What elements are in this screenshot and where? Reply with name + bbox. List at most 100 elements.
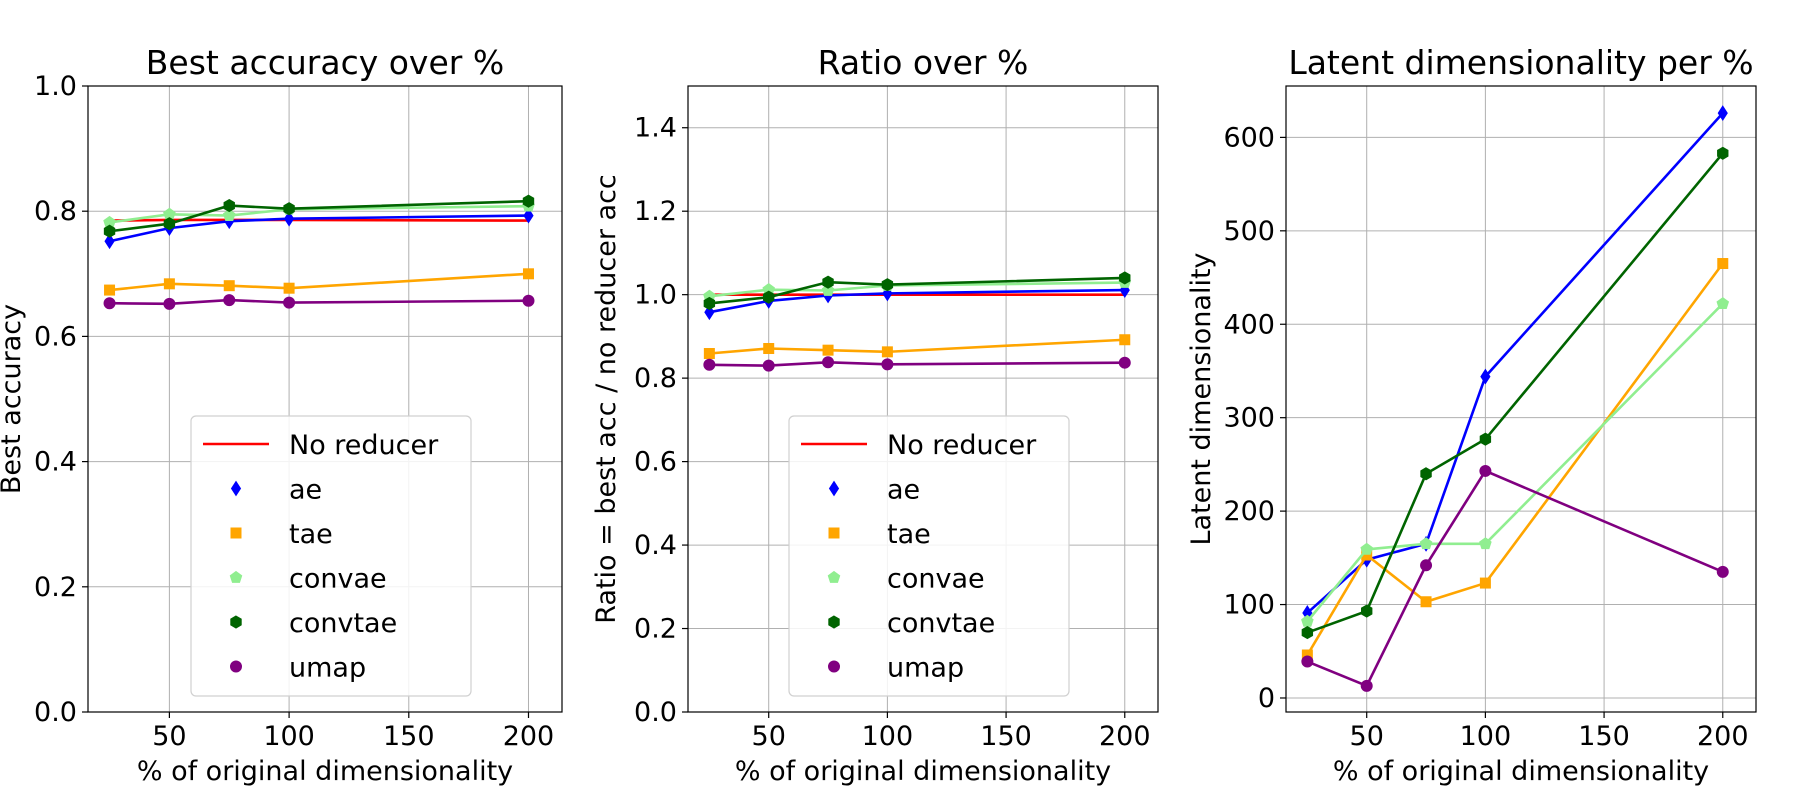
legend-box xyxy=(788,415,1070,697)
legend-label: convae xyxy=(289,564,387,595)
series-line-tae xyxy=(1306,262,1724,656)
legend-item-convae: convae xyxy=(827,564,985,595)
legend-item-tae: tae xyxy=(828,519,931,550)
data-point-tae xyxy=(283,282,295,294)
data-point-umap xyxy=(881,358,894,371)
data-point-tae xyxy=(163,278,175,290)
y-tick-label: 0.4 xyxy=(634,530,677,561)
y-tick-label: 200 xyxy=(1223,496,1275,527)
chart-panel-2: 50 100 150 200 0.0 0.2 0.4 0.6 0.8 1.0 1.2 1.4 Ratio… xyxy=(591,43,1159,787)
data-point-convae xyxy=(1360,542,1373,555)
data-point-ae xyxy=(1717,105,1728,122)
data-point-convtae xyxy=(1420,467,1432,481)
legend-item-convtae: convtae xyxy=(230,608,397,639)
data-point-convae xyxy=(821,283,835,296)
legend-marker-swatch xyxy=(230,615,242,629)
data-point-convtae xyxy=(1479,432,1492,446)
series-convtae xyxy=(1301,146,1729,640)
legend: No reducer ae tae convae convtae umap xyxy=(190,415,472,697)
data-point-convae xyxy=(1479,537,1492,550)
x-tick-label: 50 xyxy=(152,721,186,752)
data-point-convae xyxy=(1419,537,1433,550)
legend-label: umap xyxy=(887,653,964,684)
data-point-convtae xyxy=(223,198,235,213)
data-point-tae xyxy=(1119,334,1131,346)
plot-area-frame xyxy=(687,85,1159,713)
legend-label: tae xyxy=(289,519,333,550)
legend-label: No reducer xyxy=(289,430,439,461)
data-point-umap xyxy=(283,296,296,309)
y-tick-label: 300 xyxy=(1223,403,1275,434)
legend-item-convae: convae xyxy=(229,564,387,595)
data-point-umap xyxy=(1479,464,1492,477)
x-tick-label: 150 xyxy=(980,721,1032,752)
chart-panel-3: 50 100 150 200 0 100 200 300 400 500 600 Latent dim… xyxy=(1186,43,1757,787)
x-tick-label: 100 xyxy=(1460,721,1512,752)
data-point-tae xyxy=(881,346,893,358)
data-point-ae xyxy=(104,233,115,250)
legend-marker-swatch xyxy=(230,660,242,673)
y-tick-label: 1.0 xyxy=(634,280,677,311)
x-axis-label: % of original dimensionality xyxy=(137,756,513,787)
plot-area-frame xyxy=(87,85,563,713)
y-tick-label: 0.4 xyxy=(34,447,77,478)
legend-marker-swatch xyxy=(230,527,242,539)
data-point-convtae xyxy=(822,275,834,289)
x-tick-label: 100 xyxy=(263,721,315,752)
data-point-tae xyxy=(223,280,235,292)
data-point-convtae xyxy=(881,278,894,292)
legend-label: No reducer xyxy=(887,430,1037,461)
plot-area-frame xyxy=(1285,85,1757,713)
legend-box xyxy=(190,415,472,697)
data-point-umap xyxy=(822,356,835,369)
x-tick-label: 50 xyxy=(1350,721,1384,752)
series-convae xyxy=(1301,297,1730,627)
y-tick-label: 500 xyxy=(1223,216,1275,247)
y-tick-label: 100 xyxy=(1223,590,1275,621)
y-tick-label: 0.0 xyxy=(34,697,77,728)
legend-label: umap xyxy=(289,653,366,684)
data-point-convtae xyxy=(522,194,535,208)
data-point-convtae xyxy=(283,202,295,216)
y-axis-label: Ratio = best acc / no reducer acc xyxy=(591,174,622,624)
data-point-convtae xyxy=(1119,271,1131,285)
legend-marker-swatch xyxy=(828,660,840,673)
x-tick-label: 200 xyxy=(1697,721,1749,752)
y-tick-label: 600 xyxy=(1223,122,1275,153)
data-point-umap xyxy=(1118,356,1131,369)
data-point-umap xyxy=(1420,559,1433,572)
y-tick-label: 0.2 xyxy=(634,614,677,645)
legend-item-tae: tae xyxy=(230,519,333,550)
x-tick-label: 150 xyxy=(1578,721,1630,752)
legend-label: convtae xyxy=(887,608,995,639)
data-point-tae xyxy=(822,344,834,356)
data-point-convtae xyxy=(703,296,716,311)
legend-item-ae: ae xyxy=(230,475,322,506)
data-point-tae xyxy=(763,343,775,355)
y-tick-label: 0.8 xyxy=(34,196,77,227)
x-tick-label: 200 xyxy=(503,721,555,752)
data-point-umap xyxy=(762,359,775,372)
y-axis-label: Best accuracy xyxy=(0,304,27,494)
data-point-umap xyxy=(1301,655,1314,668)
legend-marker-swatch xyxy=(828,615,840,629)
series-umap xyxy=(103,294,535,310)
series-line-ae xyxy=(1306,112,1724,614)
data-point-umap xyxy=(522,294,535,307)
data-point-tae xyxy=(1420,596,1432,608)
y-tick-label: 400 xyxy=(1223,309,1275,340)
y-tick-label: 1.4 xyxy=(634,113,677,144)
series-tae xyxy=(1301,258,1729,661)
legend-label: tae xyxy=(887,519,931,550)
data-point-umap xyxy=(103,297,116,310)
x-tick-label: 150 xyxy=(383,721,435,752)
legend-marker-swatch xyxy=(229,570,243,583)
data-point-tae xyxy=(703,348,715,360)
data-point-convtae xyxy=(1717,146,1729,160)
series-tae xyxy=(703,334,1131,360)
y-tick-label: 0.6 xyxy=(34,321,77,352)
data-point-tae xyxy=(104,284,116,296)
legend-marker-swatch xyxy=(828,527,840,539)
legend-item-ae: ae xyxy=(828,475,920,506)
legend-label: ae xyxy=(887,475,920,506)
